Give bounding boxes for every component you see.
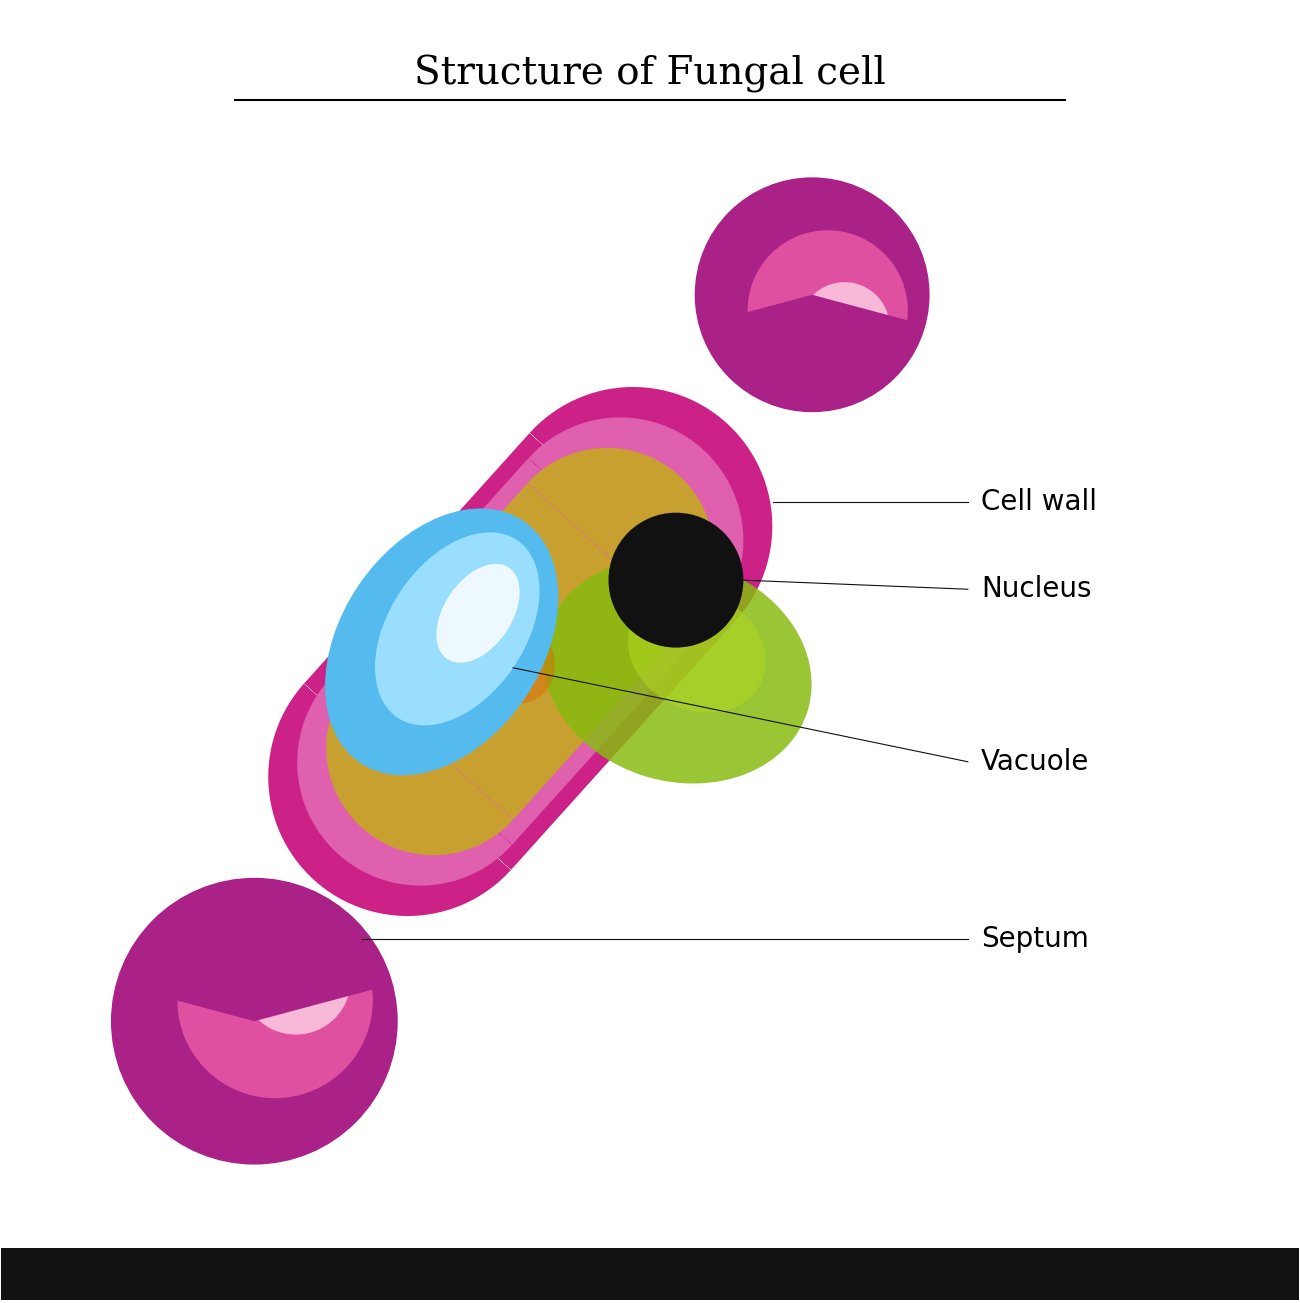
- Ellipse shape: [543, 558, 811, 783]
- Wedge shape: [699, 294, 924, 412]
- Circle shape: [801, 283, 889, 371]
- Text: Vacuole: Vacuole: [980, 748, 1089, 775]
- Ellipse shape: [437, 564, 520, 663]
- Text: Cell wall: Cell wall: [980, 489, 1097, 516]
- Text: Structure of Fungal cell: Structure of Fungal cell: [415, 55, 885, 94]
- Polygon shape: [298, 417, 744, 886]
- Circle shape: [178, 903, 372, 1097]
- Circle shape: [696, 179, 929, 412]
- Ellipse shape: [628, 590, 766, 713]
- Ellipse shape: [325, 508, 558, 775]
- Polygon shape: [326, 448, 714, 855]
- Circle shape: [608, 512, 744, 648]
- Circle shape: [242, 925, 350, 1033]
- Text: Septum: Septum: [980, 925, 1088, 954]
- Circle shape: [112, 878, 396, 1164]
- Circle shape: [749, 231, 907, 390]
- Ellipse shape: [374, 533, 540, 726]
- Text: Nucleus: Nucleus: [980, 575, 1091, 603]
- Ellipse shape: [448, 601, 555, 704]
- Bar: [1, 1248, 1299, 1300]
- Wedge shape: [117, 878, 393, 1022]
- Polygon shape: [268, 387, 772, 916]
